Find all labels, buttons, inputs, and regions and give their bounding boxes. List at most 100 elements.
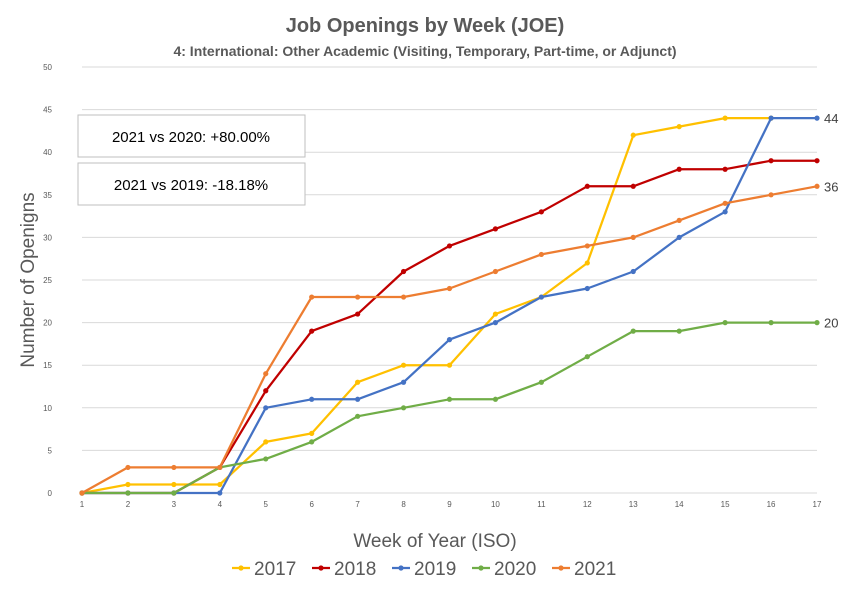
x-axis-title: Week of Year (ISO) (353, 531, 516, 552)
data-point (492, 226, 499, 232)
data-point (722, 209, 728, 215)
x-tick-label: 5 (264, 500, 269, 509)
x-tick-label: 11 (537, 500, 546, 509)
x-tick-label: 12 (583, 500, 592, 509)
data-point (584, 354, 590, 360)
data-point (676, 328, 682, 334)
data-point (630, 328, 636, 334)
series-2020 (79, 320, 820, 496)
data-point (400, 362, 407, 368)
data-point (768, 192, 774, 198)
data-point (446, 243, 453, 249)
end-value-label: 44 (824, 111, 838, 126)
legend-swatch-marker (558, 565, 564, 571)
data-point (355, 311, 361, 317)
data-point (263, 371, 269, 377)
data-point (538, 209, 544, 215)
legend-item-2020: 2020 (472, 559, 536, 580)
data-point (492, 396, 499, 402)
y-axis-ticks: 0 5 10 15 20 25 30 35 40 45 50 (43, 63, 52, 498)
chart-subtitle: 4: International: Other Academic (Visiti… (173, 43, 676, 59)
y-tick-label: 5 (48, 446, 53, 455)
y-tick-label: 50 (43, 63, 52, 72)
data-point (355, 379, 361, 385)
end-labels: 44 36 20 (824, 111, 838, 330)
legend-label: 2019 (414, 559, 456, 580)
end-value-label: 20 (824, 316, 838, 331)
data-point (676, 166, 682, 172)
data-point (630, 183, 636, 189)
x-tick-label: 3 (172, 500, 177, 509)
legend-swatch-marker (238, 565, 244, 571)
legend-label: 2020 (494, 559, 536, 580)
data-point (355, 396, 361, 402)
x-tick-label: 7 (355, 500, 360, 509)
data-point (309, 328, 315, 334)
data-point (676, 124, 682, 130)
data-point (768, 158, 774, 164)
annotation-box (77, 114, 306, 158)
data-point (217, 481, 223, 488)
data-point (768, 115, 774, 121)
x-tick-label: 4 (218, 500, 223, 509)
data-point (400, 405, 407, 411)
data-point (171, 490, 177, 496)
data-point (492, 320, 499, 326)
chart-title: Job Openings by Week (JOE) (286, 15, 565, 37)
data-point (446, 396, 453, 402)
x-tick-label: 2 (126, 500, 131, 509)
data-point (309, 396, 315, 402)
y-tick-label: 40 (43, 148, 52, 157)
data-point (125, 490, 131, 496)
y-tick-label: 15 (43, 361, 52, 370)
y-tick-label: 45 (43, 106, 52, 115)
legend-item-2019: 2019 (392, 559, 456, 580)
annotations: 2021 vs 2020: +80.00% 2021 vs 2019: -18.1… (77, 114, 306, 206)
data-point (676, 217, 682, 223)
legend-item-2018: 2018 (312, 559, 376, 580)
data-point (125, 481, 131, 488)
data-point (309, 430, 315, 436)
series-line (81, 116, 772, 495)
data-point (722, 115, 728, 121)
data-point (400, 294, 407, 300)
series-2021 (79, 183, 820, 496)
y-tick-label: 30 (43, 233, 52, 242)
legend-label: 2017 (254, 559, 296, 580)
data-point (814, 320, 820, 326)
data-point (584, 285, 590, 292)
x-tick-label: 15 (721, 500, 730, 509)
data-point (584, 183, 590, 189)
data-point (722, 320, 728, 326)
data-point (263, 439, 269, 445)
data-point (584, 260, 590, 266)
legend-swatch-marker (318, 565, 324, 571)
data-point (446, 362, 453, 368)
x-tick-label: 17 (813, 500, 822, 509)
data-point (355, 413, 361, 419)
data-point (814, 158, 820, 164)
data-point (814, 183, 820, 189)
data-point (492, 311, 499, 317)
data-point (400, 379, 407, 385)
x-axis-ticks: 1 2 3 4 5 6 7 8 9 10 11 12 13 14 15 16 17 (80, 500, 822, 509)
y-tick-label: 20 (43, 319, 52, 328)
data-point (630, 268, 636, 275)
data-point (722, 166, 728, 172)
data-point (538, 251, 544, 258)
legend-swatch-marker (398, 565, 404, 571)
y-tick-label: 35 (43, 191, 52, 200)
data-point (630, 132, 636, 138)
x-tick-label: 10 (491, 500, 500, 509)
data-point (630, 234, 636, 240)
annotation-text: 2021 vs 2020: +80.00% (112, 129, 270, 146)
end-value-label: 36 (824, 179, 838, 194)
data-point (309, 439, 315, 445)
x-tick-label: 8 (401, 500, 406, 509)
y-tick-label: 25 (43, 276, 52, 285)
data-point (814, 115, 820, 121)
x-tick-label: 13 (629, 500, 638, 509)
data-point (538, 379, 544, 385)
data-point (171, 464, 177, 471)
data-point (309, 294, 315, 300)
